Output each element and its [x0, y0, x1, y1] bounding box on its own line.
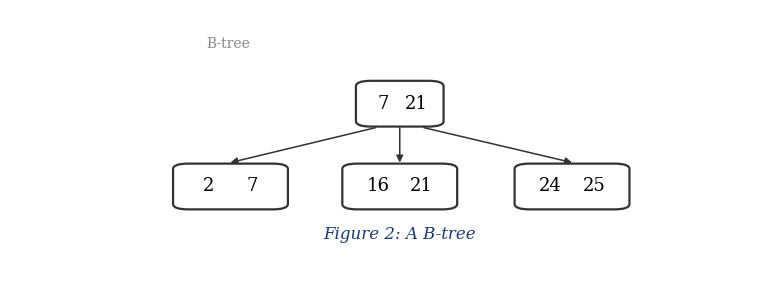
- Text: 25: 25: [583, 177, 605, 196]
- Text: 21: 21: [405, 95, 428, 113]
- FancyBboxPatch shape: [173, 164, 288, 209]
- FancyBboxPatch shape: [515, 164, 629, 209]
- Text: Figure 2: A B-tree: Figure 2: A B-tree: [324, 226, 476, 243]
- Text: B-tree: B-tree: [206, 37, 250, 51]
- FancyBboxPatch shape: [356, 81, 444, 127]
- Text: 21: 21: [410, 177, 433, 196]
- Text: 7: 7: [378, 95, 388, 113]
- Text: 2: 2: [203, 177, 215, 196]
- Text: 16: 16: [367, 177, 389, 196]
- Text: 7: 7: [246, 177, 258, 196]
- Text: 24: 24: [539, 177, 562, 196]
- FancyBboxPatch shape: [342, 164, 457, 209]
